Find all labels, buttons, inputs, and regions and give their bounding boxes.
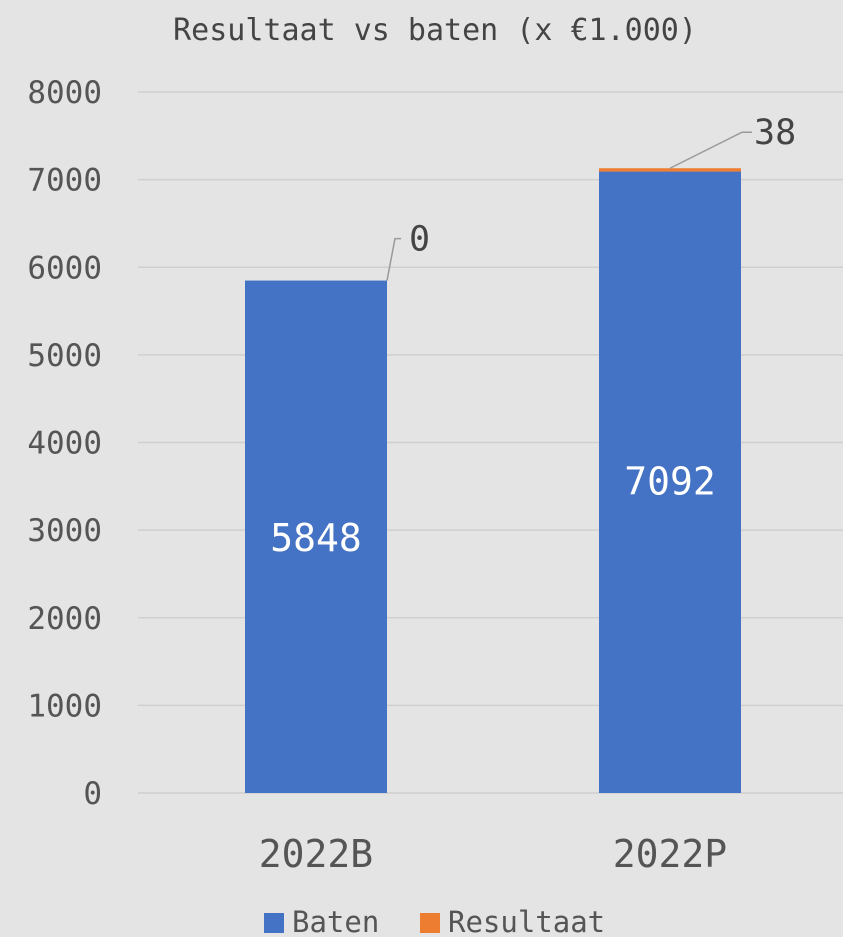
callout-leader-line [386,237,401,281]
y-axis-ticks: 0 1000 2000 3000 4000 5000 6000 7000 8000 [27,75,102,812]
bar-resultaat-2022p [599,168,741,172]
x-category-label: 2022P [613,832,727,876]
bar-baten-2022b [245,280,387,794]
y-tick-label: 8000 [27,75,102,111]
data-labels: 5848 0 7092 38 [270,113,796,560]
y-tick-label: 1000 [27,688,102,724]
legend-label-resultaat: Resultaat [448,905,605,937]
legend: Baten Resultaat [264,905,605,937]
data-label-resultaat: 38 [754,113,796,153]
x-axis-categories: 2022B 2022P [259,832,727,876]
chart-title: Resultaat vs baten (x €1.000) [173,13,697,48]
y-tick-label: 0 [83,776,102,812]
legend-swatch-resultaat [420,913,440,933]
bars [245,168,741,794]
y-tick-label: 7000 [27,163,102,199]
y-tick-label: 4000 [27,426,102,462]
legend-label-baten: Baten [292,905,379,937]
y-tick-label: 2000 [27,601,102,637]
data-label-baten: 7092 [624,459,716,503]
data-label-baten: 5848 [270,516,362,560]
y-tick-label: 5000 [27,338,102,374]
data-label-resultaat: 0 [409,220,430,260]
legend-swatch-baten [264,913,284,933]
callout-leader-line [669,131,752,169]
y-tick-label: 6000 [27,250,102,286]
y-tick-label: 3000 [27,513,102,549]
x-category-label: 2022B [259,832,373,876]
bar-baten-2022p [599,171,741,794]
